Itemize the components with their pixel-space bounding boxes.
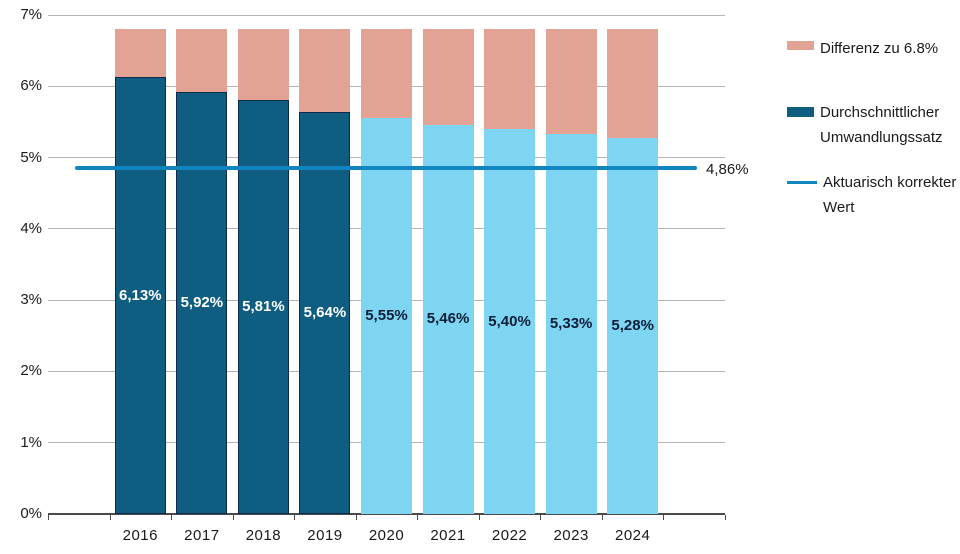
x-axis-label-2016: 2016 <box>122 527 158 544</box>
bar-value-label: 5,33% <box>549 315 593 333</box>
bar-segment-differenz-2019 <box>299 29 351 112</box>
bar-segment-umwandlungssatz-2020 <box>361 118 412 514</box>
bar-value-label: 5,92% <box>180 293 224 311</box>
bar-segment-differenz-2024 <box>607 29 659 138</box>
x-axis-tick <box>663 515 664 520</box>
x-axis-label-2018: 2018 <box>245 527 282 544</box>
umwandlungssatz-swatch-icon <box>787 107 814 117</box>
bar-segment-umwandlungssatz-2023 <box>545 134 597 514</box>
reference-line-label: 4,86% <box>706 160 749 178</box>
bar-value-label: 5,40% <box>488 312 531 330</box>
bar-value-label: 5,81% <box>242 297 285 315</box>
x-axis-tick <box>294 515 295 520</box>
bar-segment-umwandlungssatz-2016 <box>114 77 166 514</box>
x-axis-tick <box>48 515 49 520</box>
x-axis-label-2020: 2020 <box>368 527 405 544</box>
y-axis-tick-label: 2% <box>20 362 42 380</box>
bar-segment-differenz-2020 <box>361 29 412 119</box>
bar-segment-differenz-2018 <box>237 29 289 100</box>
gridline-7% <box>48 14 725 16</box>
bar-segment-umwandlungssatz-2024 <box>607 137 659 514</box>
x-axis-label-2021: 2021 <box>430 527 466 544</box>
y-axis-tick-label: 5% <box>20 148 42 166</box>
bar-segment-differenz-2017 <box>176 29 228 92</box>
x-axis-label-2022: 2022 <box>491 527 528 544</box>
x-axis-label-2024: 2024 <box>614 527 651 544</box>
x-axis-tick <box>725 515 726 520</box>
bar-segment-umwandlungssatz-2019 <box>299 111 351 514</box>
y-axis-tick-label: 1% <box>20 433 42 451</box>
bar-value-label: 5,46% <box>426 310 470 328</box>
bar-value-label: 5,64% <box>303 303 347 321</box>
x-axis-tick <box>417 515 418 520</box>
x-axis-label-2017: 2017 <box>184 527 220 544</box>
bar-segment-umwandlungssatz-2021 <box>422 124 474 514</box>
differenz-swatch-icon <box>787 41 814 50</box>
legend-item-umwandlungssatz: Durchschnittlicher Umwandlungssatz <box>787 100 960 150</box>
reference-line <box>75 165 697 170</box>
legend: Differenz zu 6.8% Durchschnittlicher Umw… <box>787 36 959 256</box>
legend-item-differenz: Differenz zu 6.8% <box>787 36 960 61</box>
x-axis-tick <box>356 515 357 520</box>
x-axis-tick <box>110 515 111 520</box>
bar-value-label: 5,55% <box>365 307 408 325</box>
x-axis-tick <box>479 515 480 520</box>
bar-value-label: 6,13% <box>119 286 162 304</box>
reference-line-swatch-icon <box>787 181 817 184</box>
y-axis-tick-label: 0% <box>20 505 42 522</box>
y-axis-tick-label: 6% <box>20 77 42 95</box>
y-axis-tick-label: 7% <box>20 6 42 23</box>
x-axis-label-2019: 2019 <box>307 527 343 544</box>
x-axis-tick <box>602 515 603 520</box>
x-axis-line <box>48 513 725 515</box>
legend-label-differenz: Differenz zu 6.8% <box>820 40 939 57</box>
x-axis-tick <box>233 515 234 520</box>
y-axis-tick-label: 4% <box>20 219 42 237</box>
y-axis-tick-label: 3% <box>20 291 42 309</box>
bar-segment-differenz-2016 <box>114 29 166 77</box>
legend-label-umwandlungssatz: Durchschnittlicher Umwandlungssatz <box>820 104 943 146</box>
x-axis-tick <box>540 515 541 520</box>
bar-value-label: 5,28% <box>611 316 654 334</box>
legend-item-aktuarisch: Aktuarisch korrekter Wert <box>787 170 960 220</box>
bar-segment-differenz-2021 <box>422 29 474 125</box>
x-axis-tick <box>171 515 172 520</box>
bar-segment-umwandlungssatz-2022 <box>484 129 536 514</box>
x-axis-label-2023: 2023 <box>553 527 589 544</box>
legend-label-aktuarisch: Aktuarisch korrekter Wert <box>823 174 957 216</box>
bar-segment-differenz-2022 <box>484 29 536 130</box>
bar-segment-umwandlungssatz-2017 <box>176 91 228 514</box>
bar-segment-differenz-2023 <box>545 29 597 135</box>
